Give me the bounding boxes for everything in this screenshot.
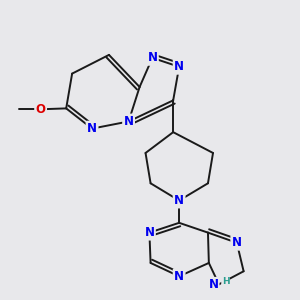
Text: N: N <box>174 270 184 283</box>
Text: N: N <box>174 194 184 207</box>
Text: N: N <box>147 51 158 64</box>
Text: N: N <box>144 226 154 239</box>
Text: N: N <box>208 278 219 291</box>
Text: N: N <box>232 236 242 249</box>
Text: N: N <box>174 60 184 73</box>
Text: H: H <box>222 278 229 286</box>
Text: N: N <box>124 115 134 128</box>
Text: O: O <box>36 103 46 116</box>
Text: N: N <box>87 122 97 135</box>
